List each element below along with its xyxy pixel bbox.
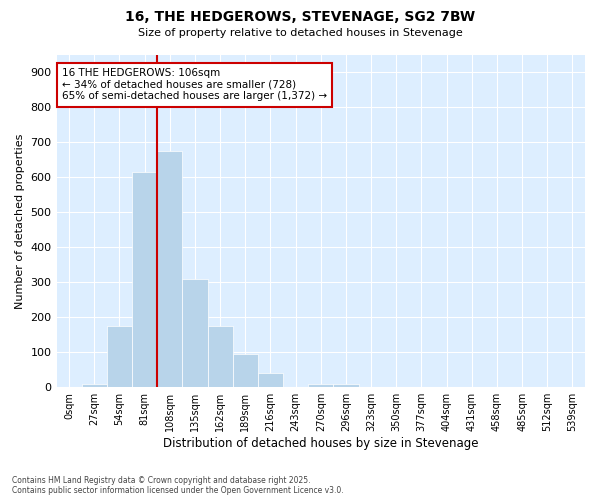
Text: Size of property relative to detached houses in Stevenage: Size of property relative to detached ho…: [137, 28, 463, 38]
Bar: [182, 279, 208, 387]
Bar: [208, 326, 233, 387]
Y-axis label: Number of detached properties: Number of detached properties: [15, 134, 25, 309]
Bar: [308, 384, 334, 387]
Bar: [132, 172, 157, 387]
Bar: [233, 354, 258, 387]
Bar: [258, 373, 283, 387]
X-axis label: Distribution of detached houses by size in Stevenage: Distribution of detached houses by size …: [163, 437, 479, 450]
Text: Contains HM Land Registry data © Crown copyright and database right 2025.
Contai: Contains HM Land Registry data © Crown c…: [12, 476, 344, 495]
Text: 16, THE HEDGEROWS, STEVENAGE, SG2 7BW: 16, THE HEDGEROWS, STEVENAGE, SG2 7BW: [125, 10, 475, 24]
Bar: [157, 151, 182, 387]
Text: 16 THE HEDGEROWS: 106sqm
← 34% of detached houses are smaller (728)
65% of semi-: 16 THE HEDGEROWS: 106sqm ← 34% of detach…: [62, 68, 327, 102]
Bar: [82, 384, 107, 387]
Bar: [334, 384, 359, 387]
Bar: [107, 326, 132, 387]
